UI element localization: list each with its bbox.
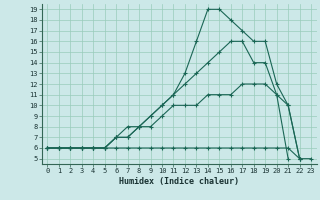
X-axis label: Humidex (Indice chaleur): Humidex (Indice chaleur) bbox=[119, 177, 239, 186]
